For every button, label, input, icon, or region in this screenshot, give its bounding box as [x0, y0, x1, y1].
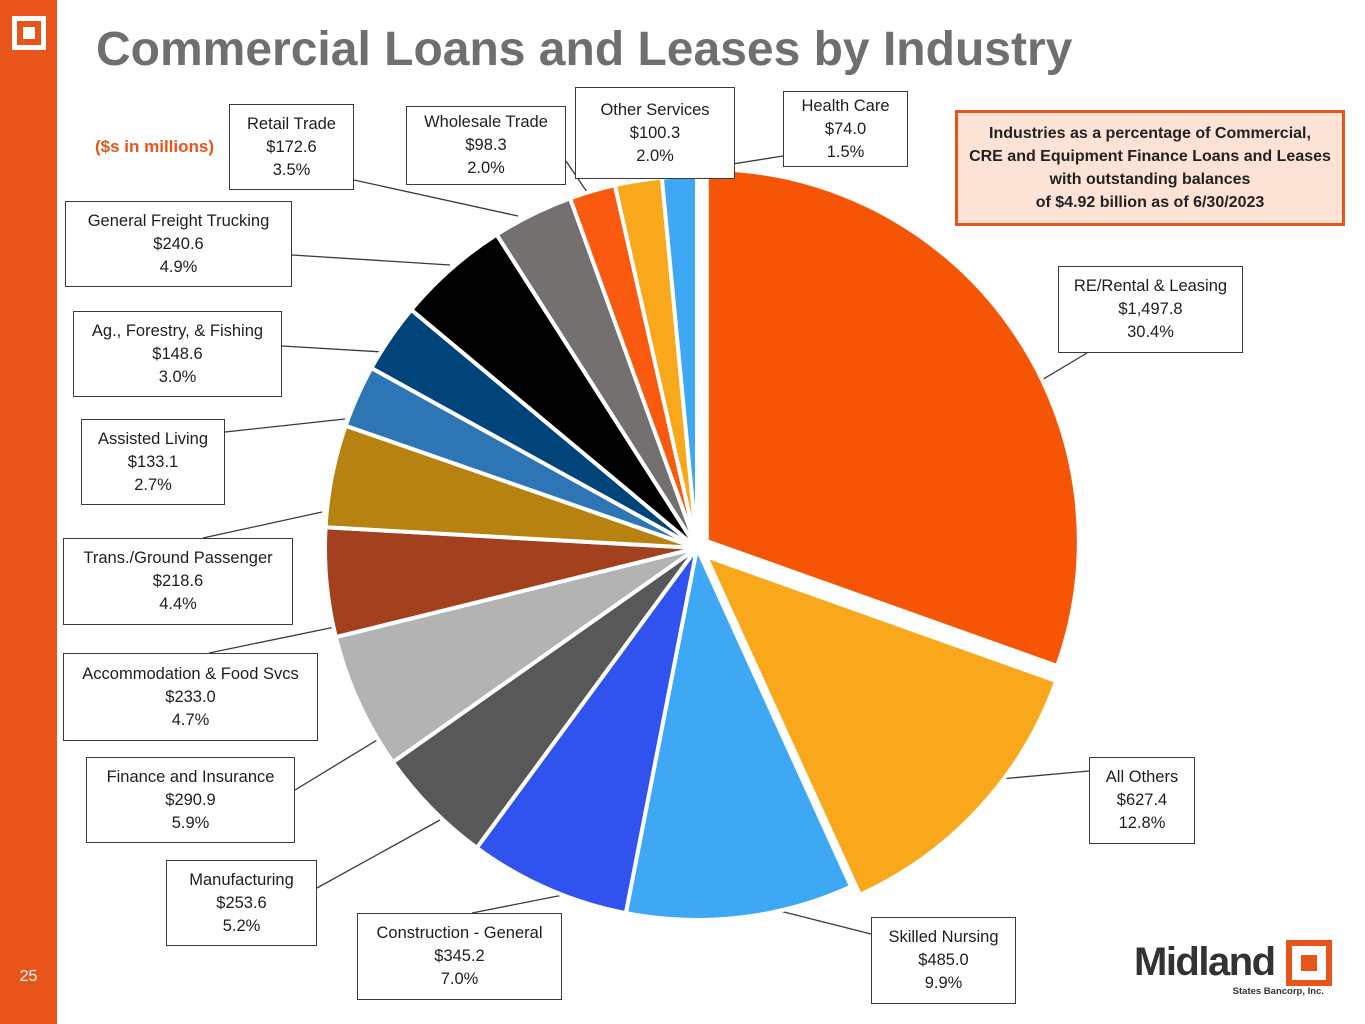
slice-value: $345.2 [434, 947, 485, 965]
leader-line-all-others [999, 770, 1090, 780]
callout-box: Industries as a percentage of Commercial… [955, 110, 1345, 226]
data-label-wholesale-trade: Wholesale Trade $98.3 2.0% [406, 106, 566, 185]
brand-logo: Midland States Bancorp, Inc. [1134, 936, 1334, 1000]
slice-value: $100.3 [629, 123, 681, 142]
data-label-manufacturing: Manufacturing $253.6 5.2% [166, 860, 317, 946]
slice-name: Wholesale Trade [424, 113, 548, 131]
slice-value: $240.6 [153, 234, 204, 253]
side-accent-bar: 25 [0, 0, 57, 1024]
slice-percent: 30.4% [1127, 323, 1174, 341]
leader-line-assisted-living [224, 418, 346, 433]
slice-percent: 2.0% [636, 146, 674, 165]
page-number: 25 [19, 968, 38, 985]
data-label-trans-ground-passenger: Trans./Ground Passenger $218.6 4.4% [63, 538, 293, 625]
leader-line-trans-ground-passenger [202, 511, 323, 539]
slice-percent: 2.7% [134, 475, 172, 494]
data-label-re-rental-leasing: RE/Rental & Leasing $1,497.8 30.4% [1058, 266, 1243, 353]
slice-percent: 5.9% [171, 813, 210, 832]
slice-percent: 4.7% [171, 710, 210, 729]
callout-line: Industries as a percentage of Commercial… [989, 125, 1311, 142]
slice-value: $253.6 [216, 893, 267, 912]
slice-value: $218.6 [152, 572, 204, 590]
pie-slice-all-others [703, 554, 1059, 897]
pie-slice-skilled-nursing [623, 546, 854, 922]
brand-tagline: States Bancorp, Inc. [1232, 986, 1324, 997]
slice-name: Trans./Ground Passenger [83, 549, 273, 567]
leader-line-finance-and-insurance [294, 736, 383, 791]
slice-value: $172.6 [266, 137, 317, 156]
leader-lines [202, 155, 1090, 935]
slice-percent: 4.4% [159, 595, 197, 613]
data-label-other-services: Other Services $100.3 2.0% [575, 87, 735, 179]
slice-percent: 3.0% [158, 367, 197, 386]
leader-line-accommodation-food-svcs [208, 626, 336, 654]
leader-line-retail-trade [353, 179, 519, 217]
slice-name: RE/Rental & Leasing [1073, 277, 1228, 295]
callout-line: of $4.92 billion as of 6/30/2023 [1035, 194, 1265, 211]
slice-name: Assisted Living [97, 429, 209, 448]
brand-logo-icon [12, 16, 46, 50]
callout-text: Industries as a percentage of Commercial… [969, 122, 1331, 214]
pie-slice-finance-and-insurance [333, 546, 699, 765]
slice-name: Accommodation & Food Svcs [82, 664, 299, 683]
data-label-health-care: Health Care $74.0 1.5% [783, 91, 908, 167]
slice-name: Ag., Forestry, & Fishing [91, 321, 264, 340]
leader-line-construction-general [471, 893, 569, 914]
slice-name: Retail Trade [247, 114, 336, 133]
slice-percent: 4.9% [159, 257, 198, 276]
units-note: ($s in millions) [95, 137, 215, 156]
data-label-skilled-nursing: Skilled Nursing $485.0 9.9% [871, 917, 1016, 1004]
pie-slice-re-rental-leasing [704, 167, 1081, 668]
leader-line-manufacturing [316, 819, 441, 889]
slice-value: $1,497.8 [1118, 300, 1183, 318]
slice-percent: 9.9% [924, 974, 963, 992]
slice-value: $290.9 [165, 790, 216, 809]
slice-percent: 1.5% [826, 142, 865, 161]
data-label-finance-and-insurance: Finance and Insurance $290.9 5.9% [86, 757, 295, 843]
slice-value: $74.0 [824, 119, 867, 138]
slice-value: $233.0 [165, 687, 216, 706]
data-label-assisted-living: Assisted Living $133.1 2.7% [81, 419, 225, 505]
leader-line-general-freight-trucking [291, 254, 451, 266]
slice-name: Finance and Insurance [106, 767, 275, 786]
callout-line: CRE and Equipment Finance Loans and Leas… [969, 148, 1331, 165]
slice-percent: 5.2% [222, 916, 261, 935]
slice-percent: 3.5% [272, 160, 311, 179]
slice-percent: 12.8% [1118, 814, 1166, 832]
leader-line-skilled-nursing [779, 910, 872, 935]
pie-slice-construction-general [474, 546, 699, 916]
callout-line: with outstanding balances [1049, 171, 1251, 188]
slice-name: Manufacturing [189, 870, 294, 889]
slice-name: All Others [1105, 768, 1179, 786]
slice-name: General Freight Trucking [87, 211, 270, 230]
pie-slices [323, 167, 1081, 922]
data-label-accommodation-food-svcs: Accommodation & Food Svcs $233.0 4.7% [63, 653, 318, 741]
data-label-retail-trade: Retail Trade $172.6 3.5% [229, 104, 354, 190]
data-label-construction-general: Construction - General $345.2 7.0% [357, 913, 562, 1000]
slice-value: $133.1 [127, 452, 179, 471]
slice-value: $148.6 [152, 344, 203, 363]
slice-value: $485.0 [918, 951, 969, 969]
data-label-all-others: All Others $627.4 12.8% [1089, 757, 1195, 844]
brand-mark-icon [1286, 940, 1332, 986]
leader-line-ag-forestry-fishing [281, 345, 384, 353]
data-label-general-freight-trucking: General Freight Trucking $240.6 4.9% [65, 201, 292, 287]
slice-value: $627.4 [1116, 791, 1168, 809]
slice-name: Skilled Nursing [888, 928, 999, 946]
slice-name: Construction - General [376, 924, 543, 942]
data-label-ag-forestry-fishing: Ag., Forestry, & Fishing $148.6 3.0% [73, 311, 282, 397]
slice-percent: 7.0% [440, 970, 479, 988]
slice-name: Other Services [600, 100, 710, 119]
slice-name: Health Care [801, 96, 890, 115]
slice-value: $98.3 [465, 136, 507, 154]
page-title: Commercial Loans and Leases by Industry [96, 23, 1073, 76]
brand-name: Midland [1134, 940, 1276, 984]
slice-percent: 2.0% [467, 159, 505, 177]
